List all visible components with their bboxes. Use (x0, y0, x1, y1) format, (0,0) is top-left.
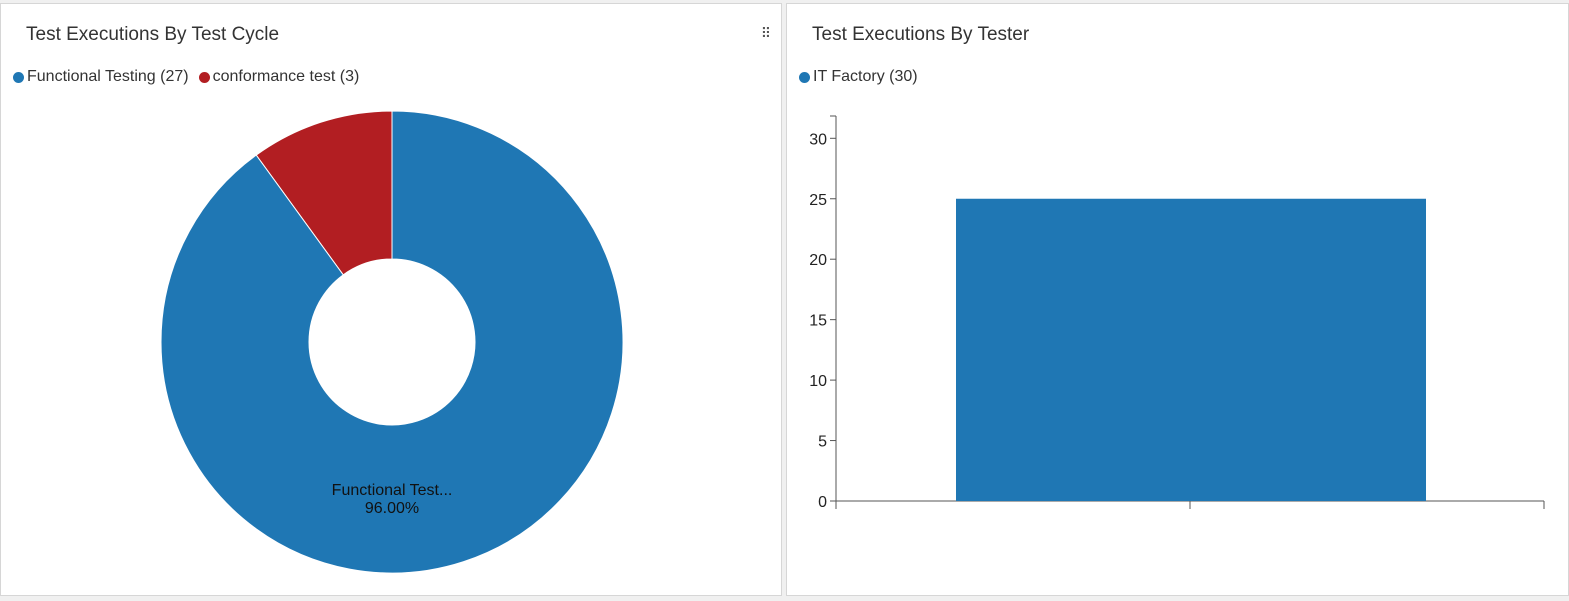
legend-label: IT Factory (30) (813, 68, 918, 85)
slice-label-name: Functional Test... (332, 482, 453, 499)
drag-handle-icon[interactable]: ⠿ (760, 25, 772, 41)
panel-title: Test Executions By Tester (812, 24, 1030, 45)
donut-chart: Functional Test... 96.00% (160, 110, 624, 574)
bar-chart: 0 5 10 15 20 25 30 (809, 115, 1545, 511)
legend-item-it-factory[interactable]: IT Factory (30) (799, 68, 918, 86)
slice-label-percent: 96.00% (365, 500, 419, 517)
legend-dot-icon (198, 71, 210, 83)
y-tick-label: 20 (809, 252, 827, 269)
pie-slice-conformance-test[interactable] (255, 110, 393, 276)
y-tick-label: 0 (818, 494, 827, 511)
panel-title: Test Executions By Test Cycle (26, 24, 280, 45)
bar-it-factory[interactable] (956, 198, 1426, 501)
legend-dot-icon (799, 71, 810, 83)
legend: IT Factory (30) (799, 68, 918, 86)
legend-label: Functional Testing (27) (27, 68, 189, 85)
pie-slice-functional-testing[interactable] (160, 110, 624, 574)
legend: Functional Testing (27) conformance test… (13, 68, 359, 86)
chart-panel-test-cycle: Test Executions By Test Cycle ⠿ Function… (0, 3, 782, 596)
y-tick-label: 15 (809, 313, 827, 330)
y-tick-label: 5 (818, 434, 827, 451)
legend-item-conformance-test[interactable]: conformance test (3) (198, 68, 360, 86)
y-tick-label: 25 (809, 192, 827, 209)
chart-panel-tester: Test Executions By Tester IT Factory (30… (786, 3, 1569, 596)
legend-item-functional-testing[interactable]: Functional Testing (27) (13, 68, 189, 86)
y-tick-label: 10 (809, 373, 827, 390)
legend-dot-icon (13, 71, 24, 83)
legend-label: conformance test (3) (212, 68, 360, 85)
y-tick-label: 30 (809, 131, 827, 148)
